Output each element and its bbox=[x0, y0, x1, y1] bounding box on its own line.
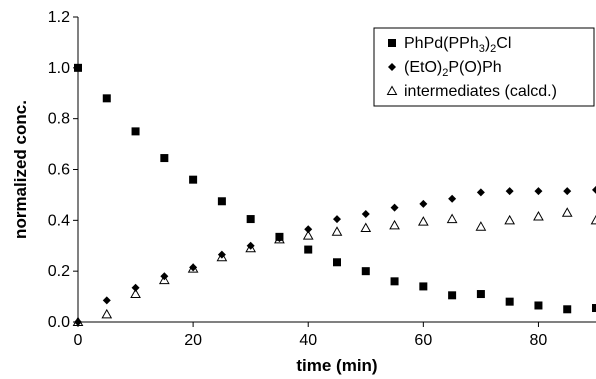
y-axis-title: normalized conc. bbox=[11, 100, 30, 239]
legend-label: (EtO)2P(O)Ph bbox=[404, 59, 502, 79]
legend-label: PhPd(PPh3)2Cl bbox=[404, 35, 511, 55]
diamond-point bbox=[534, 187, 543, 196]
square-point bbox=[390, 277, 399, 286]
diamond-point bbox=[361, 209, 370, 218]
diamond-point bbox=[563, 187, 572, 196]
square-point bbox=[246, 215, 255, 224]
square-point bbox=[131, 127, 140, 136]
y-tick-label: 0.8 bbox=[48, 111, 70, 128]
triangle-point bbox=[158, 274, 170, 285]
x-tick-label: 20 bbox=[184, 332, 202, 349]
square-point bbox=[505, 297, 514, 306]
square-point bbox=[563, 305, 572, 314]
triangle-point bbox=[130, 288, 141, 299]
square-point bbox=[361, 267, 370, 276]
triangle-point bbox=[360, 222, 372, 232]
diamond-point bbox=[476, 188, 485, 197]
legend-box bbox=[373, 27, 595, 107]
triangle-point bbox=[533, 211, 544, 221]
square-point bbox=[476, 290, 485, 299]
y-tick-label: 0.4 bbox=[48, 212, 70, 229]
diamond-point bbox=[333, 215, 341, 224]
triangle-point bbox=[561, 207, 573, 217]
triangle-point bbox=[475, 221, 487, 231]
diamond-point bbox=[189, 263, 198, 272]
diamond-point bbox=[217, 250, 226, 259]
y-tick-labels: 0.0 0.2 0.4 0.6 0.8 1.0 1.2 bbox=[48, 9, 70, 331]
y-tick-label: 0.2 bbox=[48, 263, 70, 280]
triangle-point bbox=[331, 226, 343, 236]
legend-label: intermediates (calcd.) bbox=[404, 83, 557, 100]
square-point bbox=[419, 282, 428, 291]
triangle-point bbox=[590, 214, 596, 225]
triangle-point bbox=[72, 316, 84, 326]
diamond-point bbox=[390, 203, 399, 212]
square-point bbox=[189, 175, 198, 184]
square-point bbox=[534, 301, 543, 310]
x-tick-label: 80 bbox=[530, 332, 548, 349]
diamond-point bbox=[592, 185, 596, 194]
y-tick-label: 0.6 bbox=[48, 162, 70, 179]
triangle-point bbox=[504, 214, 516, 225]
x-tick-labels: 0 20 40 60 80 bbox=[74, 332, 548, 349]
triangle-point bbox=[216, 251, 228, 262]
diamond-point bbox=[419, 199, 428, 208]
square-point bbox=[304, 245, 313, 254]
x-tick-label: 0 bbox=[74, 332, 83, 349]
triangle-point bbox=[245, 242, 257, 253]
triangle-point bbox=[101, 308, 113, 319]
legend-marker bbox=[388, 63, 396, 71]
x-tick-label: 60 bbox=[414, 332, 432, 349]
series-2 bbox=[74, 185, 596, 326]
data-points bbox=[72, 63, 596, 326]
series-3 bbox=[72, 207, 596, 326]
square-point bbox=[448, 291, 457, 300]
square-point bbox=[160, 154, 169, 163]
diamond-point bbox=[304, 225, 313, 234]
legend-marker bbox=[386, 85, 398, 95]
x-axis-title: time (min) bbox=[296, 356, 377, 375]
legend-marker bbox=[388, 39, 396, 47]
diamond-point bbox=[131, 283, 140, 292]
square-point bbox=[333, 258, 341, 267]
triangle-point bbox=[274, 233, 285, 244]
square-point bbox=[74, 63, 82, 72]
triangle-point bbox=[302, 230, 314, 240]
square-point bbox=[102, 94, 111, 103]
triangle-point bbox=[389, 219, 400, 230]
diamond-point bbox=[505, 187, 514, 196]
triangle-point bbox=[417, 216, 429, 226]
y-tick-label: 0.0 bbox=[48, 314, 70, 331]
y-tick-label: 1.2 bbox=[48, 9, 70, 26]
diamond-point bbox=[448, 194, 457, 203]
square-point bbox=[217, 197, 226, 206]
diamond-point bbox=[275, 234, 284, 243]
legend: PhPd(PPh3)2Cl (EtO)2P(O)Ph intermediates (… bbox=[373, 27, 595, 107]
diamond-point bbox=[102, 296, 111, 305]
y-tick-label: 1.0 bbox=[48, 60, 70, 77]
diamond-point bbox=[74, 318, 82, 326]
x-tick-label: 40 bbox=[299, 332, 317, 349]
triangle-point bbox=[446, 213, 458, 224]
triangle-point bbox=[187, 263, 199, 273]
square-point bbox=[592, 304, 596, 313]
